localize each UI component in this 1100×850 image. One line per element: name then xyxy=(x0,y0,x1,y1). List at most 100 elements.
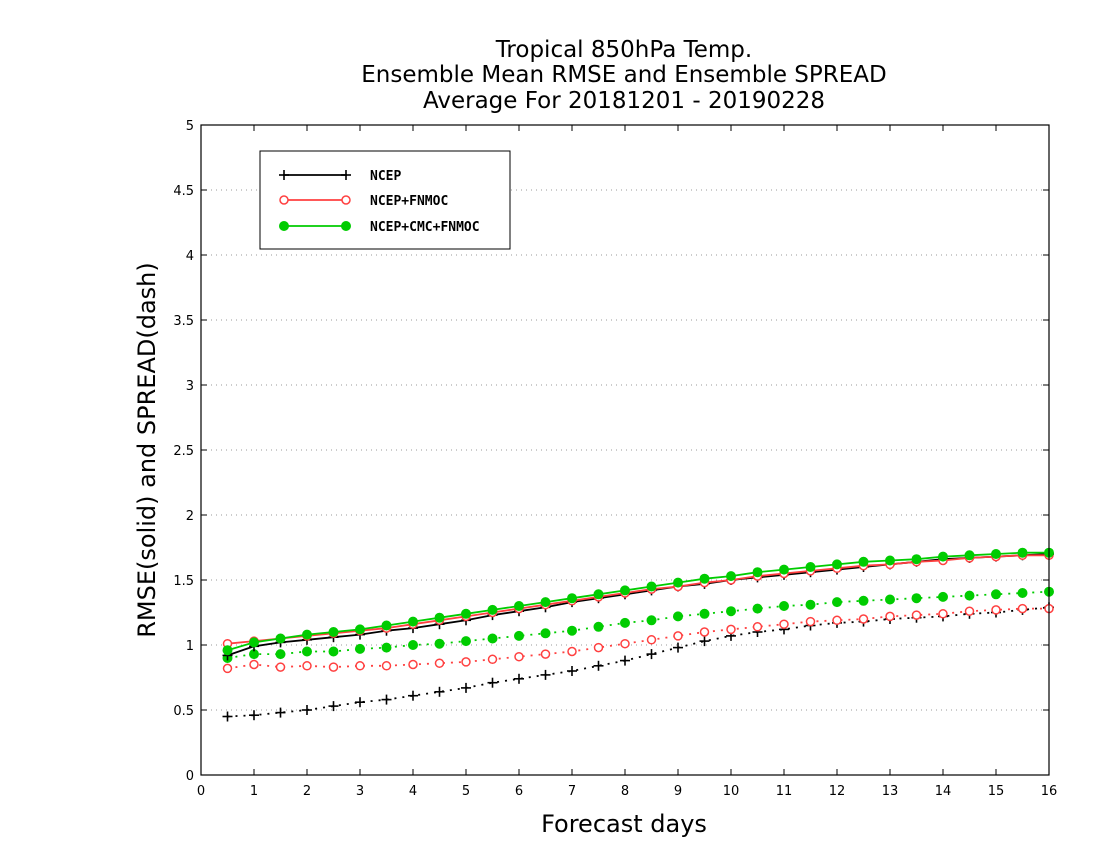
y-tick-label: 4.5 xyxy=(173,184,194,199)
spread-point xyxy=(1017,588,1028,598)
spread-point xyxy=(752,622,763,632)
spread-point xyxy=(673,611,683,622)
x-tick-label: 1 xyxy=(250,784,258,799)
rmse-point xyxy=(858,556,869,567)
legend-marker xyxy=(279,195,289,205)
x-tick-label: 3 xyxy=(356,784,364,799)
series-lines xyxy=(222,547,1054,722)
spread-point xyxy=(991,605,1001,615)
spread-point xyxy=(805,616,816,627)
spread-point xyxy=(938,609,948,619)
rmse-point xyxy=(620,585,630,596)
spread-point xyxy=(540,628,551,639)
axis-ticks: 00.511.522.533.544.550 1 2 3 4 5 6 7 8 9 10 11 12 13 1… xyxy=(173,119,1057,799)
spread-point xyxy=(434,686,445,697)
spread-point xyxy=(832,615,842,626)
x-tick-label: 16 xyxy=(1041,784,1058,799)
spread-point xyxy=(593,642,604,653)
spread-point xyxy=(540,669,551,680)
x-tick-label: 10 xyxy=(723,784,740,799)
plot-frame xyxy=(200,124,1050,776)
rmse-point xyxy=(964,550,975,561)
series-ncep-fnmoc-rmse xyxy=(222,550,1054,649)
spread-point xyxy=(302,705,312,715)
x-tick-label: 13 xyxy=(882,784,899,799)
spread-point xyxy=(991,589,1001,600)
spread-point xyxy=(222,663,233,674)
rmse-point xyxy=(567,593,577,604)
x-tick-label: 9 xyxy=(674,784,682,799)
spread-point xyxy=(805,599,816,610)
spread-point xyxy=(408,659,418,670)
rmse-point xyxy=(514,601,524,611)
spread-point xyxy=(514,651,524,662)
spread-point xyxy=(434,658,445,668)
rmse-point xyxy=(275,633,286,644)
spread-point xyxy=(726,624,736,635)
x-tick-label: 15 xyxy=(988,784,1005,799)
spread-point xyxy=(620,617,630,628)
spread-point xyxy=(487,677,498,688)
series-ncep-fnmoc-spread xyxy=(222,603,1054,674)
y-tick-label: 0.5 xyxy=(173,704,194,719)
spread-line xyxy=(227,607,1049,670)
rmse-point xyxy=(699,573,710,584)
rmse-point xyxy=(673,577,683,588)
spread-point xyxy=(964,606,975,616)
rmse-point xyxy=(885,555,895,566)
rmse-point xyxy=(938,551,948,562)
y-tick-label: 1 xyxy=(186,639,194,654)
legend-marker xyxy=(341,221,351,231)
spread-point xyxy=(593,621,604,632)
spread-point xyxy=(646,615,657,626)
spread-point xyxy=(567,625,577,636)
rmse-point xyxy=(540,597,551,608)
spread-point xyxy=(567,646,577,657)
rmse-point xyxy=(222,645,233,656)
rmse-point xyxy=(646,581,657,592)
rmse-point xyxy=(408,616,418,627)
rmse-point xyxy=(593,589,604,600)
spread-point xyxy=(434,638,445,649)
rmse-point xyxy=(355,624,365,635)
x-tick-label: 8 xyxy=(621,784,629,799)
spread-point xyxy=(885,594,895,605)
spread-point xyxy=(461,636,471,647)
spread-point xyxy=(964,590,975,601)
spread-point xyxy=(779,601,789,611)
spread-line xyxy=(227,590,1050,659)
x-axis-label: Forecast days xyxy=(541,810,707,838)
spread-point xyxy=(302,646,312,657)
spread-point xyxy=(593,660,604,671)
x-tick-label: 11 xyxy=(776,784,793,799)
y-tick-label: 1.5 xyxy=(173,574,194,589)
spread-point xyxy=(858,614,869,624)
x-tick-label: 14 xyxy=(935,784,952,799)
rmse-point xyxy=(487,604,498,615)
spread-point xyxy=(699,608,710,619)
spread-point xyxy=(381,694,392,705)
spread-point xyxy=(1017,603,1028,614)
rmse-point xyxy=(726,571,736,582)
rmse-point xyxy=(328,627,339,637)
spread-point xyxy=(911,593,922,604)
x-tick-label: 4 xyxy=(409,784,417,799)
spread-point xyxy=(275,649,286,660)
y-tick-label: 3.5 xyxy=(173,314,194,329)
legend-label: NCEP xyxy=(370,169,401,184)
spread-point xyxy=(673,631,683,641)
x-tick-label: 5 xyxy=(462,784,470,799)
series-ncep-cmc-fnmoc-spread xyxy=(222,586,1054,663)
spread-point xyxy=(328,701,339,712)
spread-point xyxy=(514,673,524,684)
x-tick-label: 12 xyxy=(829,784,846,799)
spread-point xyxy=(381,642,392,653)
y-axis-label: RMSE(solid) and SPREAD(dash) xyxy=(133,262,161,638)
spread-point xyxy=(461,682,471,693)
spread-point xyxy=(249,659,259,670)
spread-point xyxy=(328,646,339,657)
spread-point xyxy=(699,636,710,647)
rmse-point xyxy=(381,620,392,631)
rmse-line xyxy=(227,553,1050,657)
